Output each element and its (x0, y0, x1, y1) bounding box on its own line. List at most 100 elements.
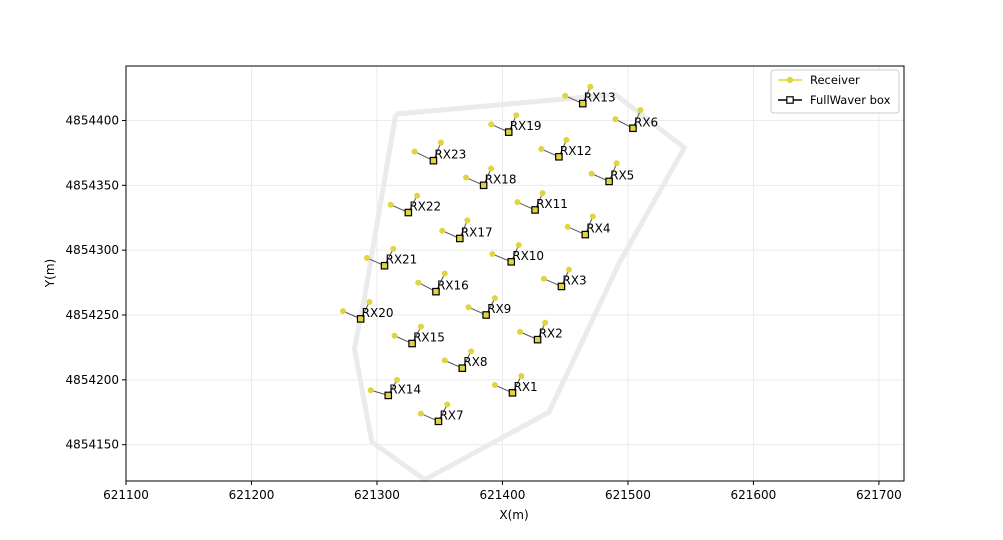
receiver-point (441, 357, 448, 364)
fullwaver-box-marker (482, 311, 490, 319)
receiver-point (564, 223, 571, 230)
receiver-point (415, 279, 422, 286)
fullwaver-box-marker (404, 208, 413, 217)
receiver-group: RX5 (588, 160, 634, 186)
receiver-point (363, 254, 370, 261)
receiver-point (518, 372, 525, 379)
fullwaver-box-marker (432, 287, 440, 296)
axes: 621100 621200 621300 621400 621500 621600 6217… (66, 113, 902, 502)
receiver-label: RX5 (610, 168, 634, 182)
receiver-group: RX4 (564, 213, 610, 239)
receiver-data: RX1 RX2 RX3 RX4 RX5 RX6 RX7 RX8 RX9 RX10 RX11 RX12 R… (340, 83, 658, 426)
receiver-point (464, 217, 471, 224)
receiver-point (414, 192, 421, 199)
receiver-point (514, 199, 521, 206)
receiver-point (394, 376, 401, 383)
receiver-point (444, 401, 451, 408)
receiver-group: RX18 (463, 165, 516, 190)
fullwaver-box-marker (356, 315, 365, 323)
receiver-group: RX2 (517, 319, 563, 344)
fullwaver-box-marker (508, 389, 517, 397)
receiver-label: RX4 (586, 222, 610, 236)
receiver-group: RX12 (538, 136, 592, 161)
receiver-group: RX3 (540, 266, 587, 291)
receiver-point (612, 116, 619, 123)
receiver-point (613, 160, 620, 167)
legend-box-label: FullWaver box (810, 93, 891, 107)
legend-box-marker (786, 96, 794, 104)
fullwaver-box-marker (578, 99, 587, 108)
receiver-point (441, 270, 448, 277)
x-tick-label: 621400 (480, 488, 526, 502)
receiver-point (542, 319, 549, 326)
receiver-point (538, 146, 545, 152)
receiver-point (587, 83, 594, 90)
receiver-point (563, 136, 570, 143)
fullwaver-box-marker (408, 339, 416, 348)
receiver-point (565, 266, 572, 273)
receiver-group: RX22 (387, 192, 441, 217)
x-axis-label: X(m) (499, 508, 528, 522)
receiver-label: RX6 (634, 115, 658, 129)
receiver-point (390, 245, 397, 252)
x-tick-label: 621500 (605, 488, 651, 502)
receiver-label: RX11 (536, 197, 568, 211)
fullwaver-box-marker (507, 258, 516, 266)
receiver-point (387, 201, 394, 208)
fullwaver-box-marker (557, 282, 566, 291)
receiver-group: RX14 (367, 376, 421, 400)
fullwaver-box-marker (429, 156, 438, 165)
receiver-point (367, 387, 374, 394)
receiver-label: RX22 (409, 200, 441, 214)
receiver-point (515, 241, 522, 248)
receiver-group: RX1 (491, 372, 538, 397)
receiver-group: RX23 (411, 139, 466, 165)
receiver-point (488, 165, 495, 172)
receiver-label: RX1 (513, 380, 537, 394)
plot-frame (125, 65, 905, 482)
receiver-group: RX10 (489, 241, 544, 266)
receiver-point (439, 227, 446, 234)
receiver-point (489, 251, 496, 258)
receiver-point (513, 112, 520, 119)
receiver-point (588, 170, 595, 177)
survey-outline (351, 92, 687, 483)
receiver-label: RX13 (584, 91, 616, 105)
legend: Receiver FullWaver box (770, 69, 900, 114)
fullwaver-box-marker (458, 364, 467, 372)
receiver-point (562, 92, 569, 99)
y-tick-label: 4854250 (66, 308, 119, 322)
receiver-group: RX8 (441, 348, 487, 372)
receiver-group: RX21 (363, 245, 417, 270)
y-tick-label: 4854150 (66, 438, 119, 452)
receiver-point (589, 213, 596, 220)
x-tick-label: 621300 (354, 488, 400, 502)
outline-line (351, 92, 687, 483)
receiver-group: RX13 (562, 83, 616, 108)
receiver-point (465, 304, 472, 311)
receiver-label: RX3 (562, 273, 586, 287)
legend-receiver-marker (786, 76, 794, 84)
fullwaver-box-marker (555, 152, 563, 161)
fullwaver-box-marker (479, 181, 488, 190)
fullwaver-box-marker (581, 230, 590, 239)
receiver-group: RX16 (415, 270, 469, 296)
receiver-point (468, 348, 475, 355)
receiver-label: RX17 (461, 225, 493, 239)
receiver-group: RX20 (340, 299, 393, 323)
receiver-group: RX11 (514, 190, 568, 214)
receiver-point (366, 299, 373, 306)
receiver-point (437, 139, 444, 146)
receiver-point (417, 323, 424, 330)
receiver-point (463, 174, 470, 181)
receiver-point (411, 148, 418, 155)
receiver-point (491, 382, 498, 389)
x-tick-label: 621600 (731, 488, 777, 502)
fullwaver-box-marker (434, 417, 443, 426)
y-axis-label: Y(m) (43, 259, 57, 288)
receiver-point (637, 107, 644, 114)
fullwaver-box-marker (531, 206, 539, 214)
receiver-label: RX10 (512, 249, 544, 263)
x-tick-label: 621100 (103, 488, 149, 502)
